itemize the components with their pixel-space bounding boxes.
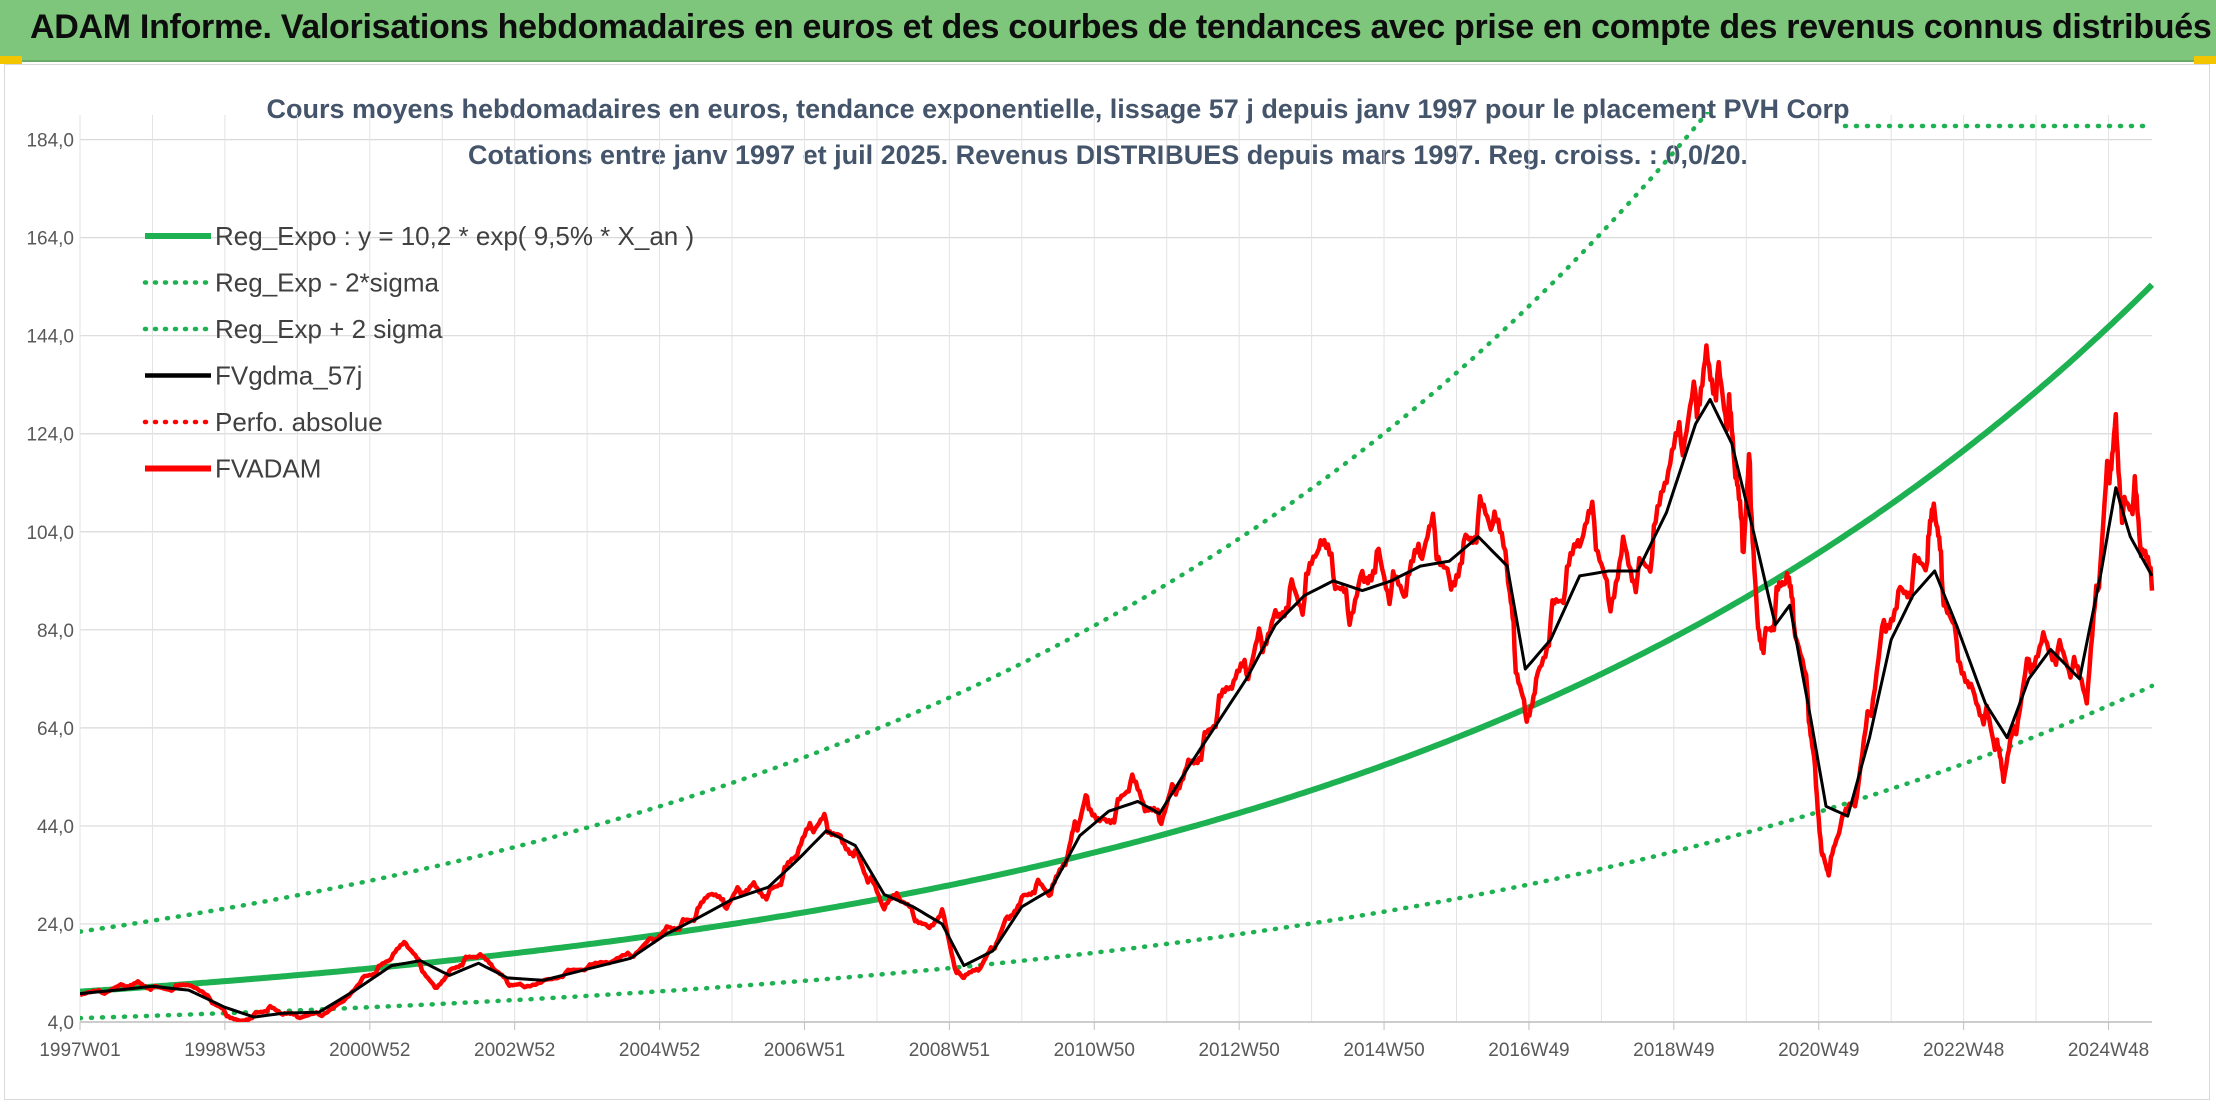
chart-subtitle: Cotations entre janv 1997 et juil 2025. … xyxy=(467,140,1748,170)
x-tick-label: 2022W48 xyxy=(1923,1040,2004,1061)
x-tick-label: 2008W51 xyxy=(909,1040,990,1061)
legend-label: FVgdma_57j xyxy=(215,361,362,391)
x-tick-label: 2006W51 xyxy=(764,1040,845,1061)
x-tick-label: 1998W53 xyxy=(184,1040,265,1061)
banner-corner-left xyxy=(0,56,22,64)
y-tick-label: 164,0 xyxy=(26,229,74,250)
legend-label: Perfo. absolue xyxy=(215,407,383,437)
x-tick-label: 2020W49 xyxy=(1778,1040,1859,1061)
y-tick-label: 184,0 xyxy=(26,131,74,152)
series-fvadam-line xyxy=(80,343,2155,1022)
legend-label: Reg_Exp - 2*sigma xyxy=(215,268,440,298)
x-tick-label: 2014W50 xyxy=(1343,1040,1424,1061)
x-tick-label: 2018W49 xyxy=(1633,1040,1714,1061)
y-tick-label: 64,0 xyxy=(37,719,74,740)
chart-frame xyxy=(4,64,2210,1100)
legend-label: Reg_Expo : y = 10,2 * exp( 9,5% * X_an ) xyxy=(215,221,694,251)
legend-label: Reg_Exp + 2 sigma xyxy=(215,314,443,344)
report-title: ADAM Informe. Valorisations hebdomadaire… xyxy=(30,8,2212,46)
x-tick-label: 2004W52 xyxy=(619,1040,700,1061)
banner-corner-right xyxy=(2194,56,2216,64)
x-tick-label: 2002W52 xyxy=(474,1040,555,1061)
x-tick-label: 2024W48 xyxy=(2068,1040,2149,1061)
legend-label: FVADAM xyxy=(215,454,321,484)
chart-title: Cours moyens hebdomadaires en euros, ten… xyxy=(266,94,1850,124)
reg-upper-curve xyxy=(80,112,1711,934)
x-tick-label: 2016W49 xyxy=(1488,1040,1569,1061)
y-tick-label: 4,0 xyxy=(48,1013,74,1034)
y-tick-label: 144,0 xyxy=(26,327,74,348)
reg-expo-curve xyxy=(80,282,2155,995)
y-tick-label: 104,0 xyxy=(26,523,74,544)
series-fvgdma-line xyxy=(80,397,2154,1019)
y-tick-label: 44,0 xyxy=(37,817,74,838)
y-tick-label: 124,0 xyxy=(26,425,74,446)
y-tick-label: 24,0 xyxy=(37,915,74,936)
x-tick-label: 1997W01 xyxy=(39,1040,120,1061)
x-tick-label: 2012W50 xyxy=(1198,1040,1279,1061)
x-tick-label: 2000W52 xyxy=(329,1040,410,1061)
x-tick-label: 2010W50 xyxy=(1054,1040,1135,1061)
report-banner: ADAM Informe. Valorisations hebdomadaire… xyxy=(0,0,2216,62)
y-tick-label: 84,0 xyxy=(37,621,74,642)
